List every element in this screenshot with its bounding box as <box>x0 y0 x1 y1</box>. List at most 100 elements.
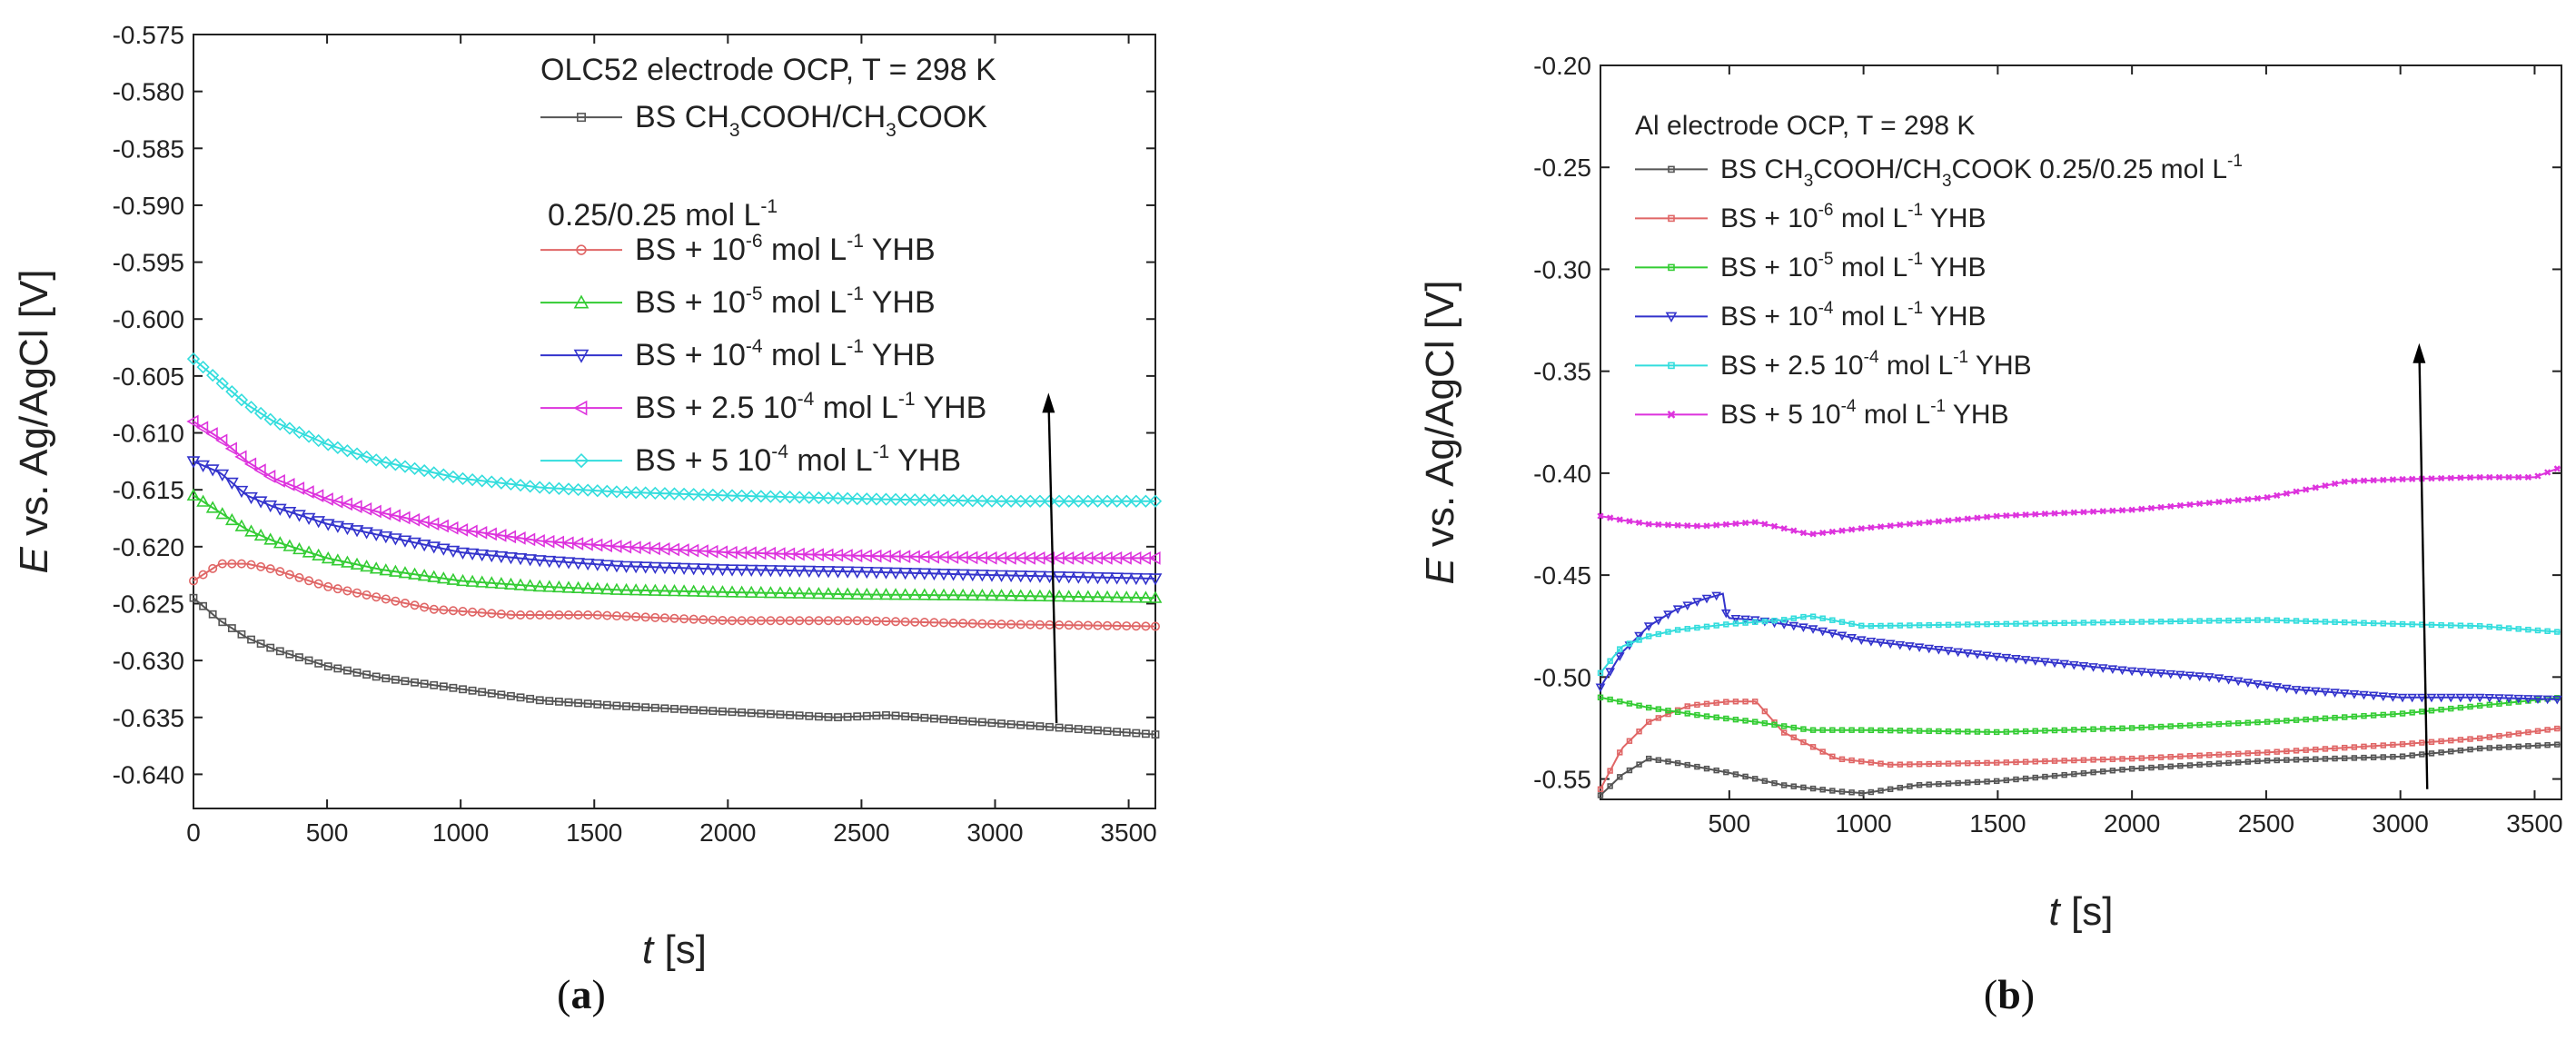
chart-panel-a: -0.575 -0.580 -0.585 -0.590 -0.595 -0.600 -0.6… <box>12 21 1163 1017</box>
data-point <box>776 710 785 719</box>
data-point <box>1955 516 1962 523</box>
data-point <box>552 556 566 569</box>
data-point <box>1730 614 1741 624</box>
data-point <box>1072 494 1085 508</box>
data-point <box>487 689 496 698</box>
data-point <box>430 680 439 689</box>
data-point <box>2494 694 2504 703</box>
data-point <box>1684 710 1690 717</box>
data-point <box>862 616 872 626</box>
data-point <box>1848 757 1855 764</box>
data-point <box>2146 669 2156 678</box>
data-point <box>407 512 421 527</box>
data-point <box>2496 744 2502 751</box>
data-point <box>2359 690 2369 700</box>
data-point <box>1100 590 1115 603</box>
data-point <box>2322 715 2329 721</box>
data-point <box>199 601 207 610</box>
data-point <box>1790 615 1797 621</box>
data-point <box>2099 508 2106 515</box>
data-point <box>2254 617 2261 623</box>
data-point <box>506 610 516 620</box>
data-point <box>1848 727 1855 733</box>
data-point <box>2157 619 2165 625</box>
data-point <box>1916 728 1923 734</box>
data-point <box>2070 509 2077 516</box>
data-point <box>725 564 739 577</box>
legend-item-4: BS + 10-4 mol L-1 YHB <box>1720 299 1986 332</box>
data-point <box>1062 494 1075 508</box>
data-point <box>2100 620 2106 626</box>
series-6 <box>186 352 1163 508</box>
data-point <box>593 699 602 709</box>
data-point <box>1626 640 1633 647</box>
legend-item-5: BS + 2.5 10-4 mol L-1 YHB <box>1720 348 2032 381</box>
data-point <box>465 548 480 561</box>
data-point <box>738 708 747 717</box>
data-point <box>1071 590 1085 602</box>
data-point <box>427 541 441 554</box>
data-point <box>668 487 681 501</box>
data-point <box>2138 765 2145 771</box>
data-point <box>2090 620 2096 626</box>
data-point <box>485 475 499 489</box>
data-point <box>2097 664 2108 673</box>
data-point <box>2148 754 2155 761</box>
data-point <box>272 503 287 516</box>
data-point <box>2090 757 2096 763</box>
data-point <box>1131 621 1141 631</box>
data-point <box>198 570 208 580</box>
data-point <box>2234 759 2242 766</box>
data-point <box>823 616 833 626</box>
data-point <box>2157 764 2165 770</box>
data-point <box>766 709 775 719</box>
data-point <box>2138 505 2145 512</box>
data-point <box>1945 760 1952 767</box>
data-point <box>208 610 217 619</box>
data-point <box>1732 520 1739 528</box>
data-point <box>352 668 362 677</box>
data-point <box>2022 620 2029 627</box>
data-point <box>2409 475 2416 482</box>
data-point <box>754 585 768 599</box>
data-point <box>2554 725 2561 732</box>
data-point <box>571 580 585 594</box>
data-point <box>1006 620 1016 630</box>
data-point <box>590 484 604 498</box>
data-point <box>1887 786 1894 792</box>
data-point <box>2332 714 2338 721</box>
data-point <box>2397 693 2408 703</box>
data-point <box>1974 729 1981 735</box>
data-point <box>2389 476 2397 483</box>
data-point <box>1074 620 1084 630</box>
data-point <box>243 457 257 471</box>
data-point <box>2012 511 2020 519</box>
arrow-head-icon <box>2413 342 2426 363</box>
data-point <box>2322 619 2329 625</box>
data-point <box>936 588 951 600</box>
data-point <box>2388 693 2398 702</box>
data-point <box>859 566 874 580</box>
data-point <box>793 491 807 504</box>
data-point <box>196 460 210 473</box>
data-point <box>995 494 1008 508</box>
data-point <box>2331 480 2339 488</box>
data-point <box>1742 773 1749 780</box>
data-point <box>869 492 884 506</box>
data-point <box>186 414 199 429</box>
data-point <box>783 565 797 578</box>
data-point <box>2407 693 2418 703</box>
data-point <box>1665 759 1671 765</box>
data-point <box>263 500 278 513</box>
legend-marker <box>1668 165 1675 174</box>
data-point <box>1790 724 1797 731</box>
data-point <box>1780 617 1788 623</box>
data-point <box>475 575 490 588</box>
data-point <box>237 630 246 639</box>
data-point <box>2061 771 2067 778</box>
data-point <box>545 697 554 706</box>
data-point <box>2522 695 2533 704</box>
data-point <box>2476 473 2483 481</box>
data-point <box>1761 618 1769 625</box>
data-point <box>2313 746 2319 753</box>
